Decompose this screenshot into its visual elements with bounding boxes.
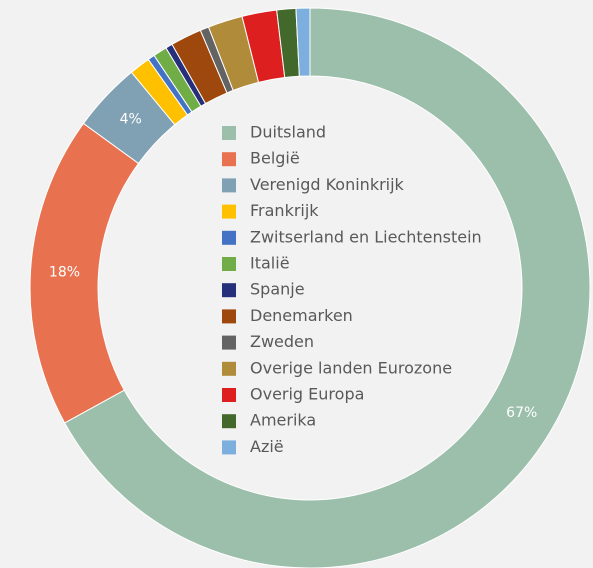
legend-swatch	[222, 230, 236, 245]
data-label: 4%	[120, 112, 142, 128]
legend-label: Zweden	[250, 332, 314, 351]
legend-label: Frankrijk	[250, 201, 319, 220]
legend-label: Azië	[250, 437, 284, 456]
legend-swatch	[222, 283, 236, 298]
legend-label: Overige landen Eurozone	[250, 358, 452, 377]
donut-slice	[295, 7, 311, 77]
legend-swatch	[222, 257, 236, 271]
legend-swatch	[222, 361, 236, 376]
legend-label: Zwitserland en Liechtenstein	[250, 227, 482, 246]
legend-swatch	[222, 152, 236, 167]
data-label: 67%	[506, 405, 537, 421]
legend-label: Spanje	[250, 280, 305, 299]
legend-swatch	[222, 440, 236, 455]
legend-label: Denemarken	[250, 306, 353, 325]
legend-swatch	[222, 309, 236, 324]
legend-label: Verenigd Koninkrijk	[250, 175, 405, 194]
legend-swatch	[222, 178, 236, 193]
legend-label: Italië	[250, 254, 290, 273]
legend-label: België	[250, 149, 300, 168]
legend-swatch	[222, 388, 236, 402]
donut-slice	[63, 7, 591, 568]
legend-label: Overig Europa	[250, 385, 364, 404]
donut-slice	[29, 122, 140, 424]
data-label: 18%	[49, 265, 80, 281]
legend-swatch	[222, 204, 236, 219]
legend-label: Amerika	[250, 411, 316, 430]
legend-swatch	[222, 414, 236, 429]
legend-swatch	[222, 335, 236, 350]
legend-swatch	[222, 126, 236, 140]
legend-label: Duitsland	[250, 123, 326, 142]
